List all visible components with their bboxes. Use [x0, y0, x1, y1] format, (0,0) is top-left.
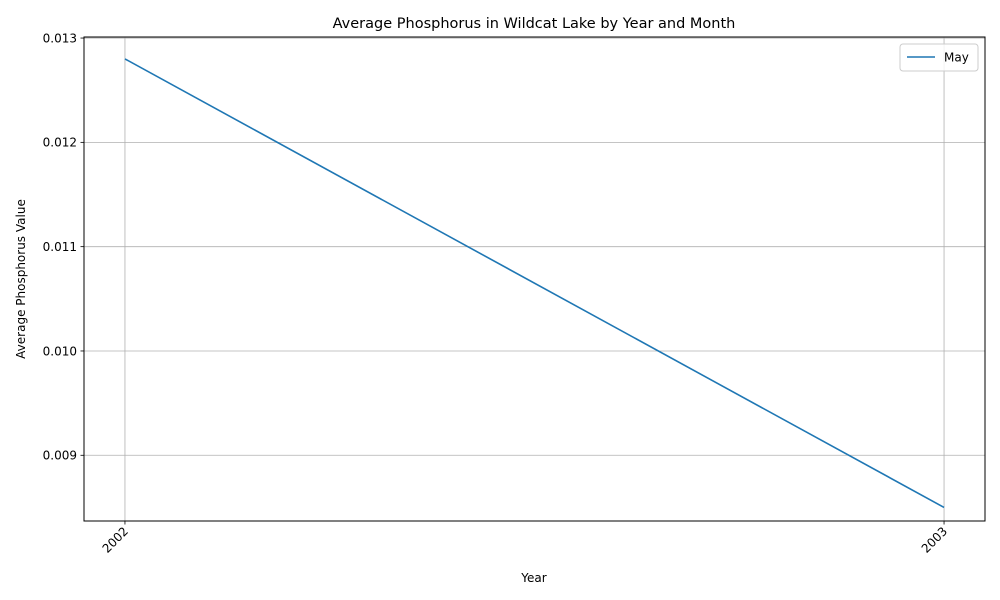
x-axis-label: Year: [520, 571, 546, 585]
x-tick-label: 2003: [919, 524, 950, 555]
series-line-may: [124, 58, 945, 509]
y-axis-label: Average Phosphorus Value: [14, 199, 28, 359]
series-layer: [124, 58, 945, 509]
legend-label-may: May: [944, 51, 969, 65]
y-axis: 0.009 0.010 0.011 0.012 0.013: [43, 31, 84, 463]
y-tick-label: 0.010: [43, 344, 77, 358]
x-tick-label: 2002: [100, 524, 131, 555]
x-axis: 2002 2003: [100, 521, 950, 556]
y-tick-label: 0.013: [43, 31, 77, 45]
legend-box: [899, 43, 979, 72]
legend: May: [899, 43, 979, 72]
y-tick-label: 0.012: [43, 136, 77, 150]
grid: [84, 37, 985, 521]
chart-title: Average Phosphorus in Wildcat Lake by Ye…: [333, 16, 736, 32]
y-tick-label: 0.009: [43, 449, 77, 463]
y-tick-label: 0.011: [43, 240, 77, 254]
plot-frame: [83, 36, 986, 522]
